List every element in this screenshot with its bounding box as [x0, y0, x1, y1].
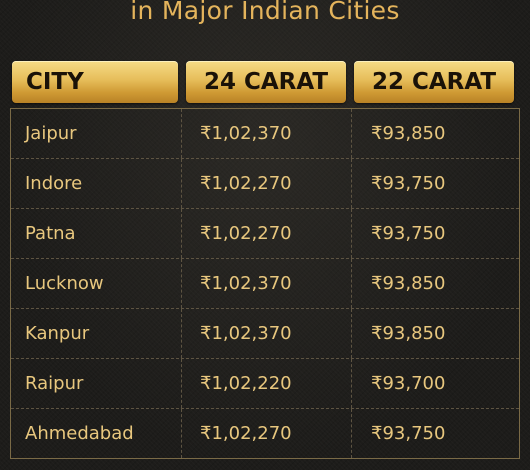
- price-24-carat-cell: ₹1,02,270: [181, 409, 351, 458]
- price-24-carat-cell: ₹1,02,370: [181, 109, 351, 158]
- city-cell: Lucknow: [25, 273, 104, 294]
- price-22-carat-cell: ₹93,850: [351, 109, 519, 158]
- price-24-carat-cell: ₹1,02,220: [181, 359, 351, 408]
- page-title: in Major Indian Cities: [130, 0, 400, 25]
- table-row: Kanpur ₹1,02,370 ₹93,850: [11, 308, 519, 358]
- table-header: CITY 24 CARAT 22 CARAT: [10, 58, 520, 108]
- city-cell: Patna: [25, 223, 76, 244]
- price-22-carat-cell: ₹93,700: [351, 359, 519, 408]
- price-22-carat-cell: ₹93,750: [351, 409, 519, 458]
- city-cell: Raipur: [25, 373, 84, 394]
- city-cell: Ahmedabad: [25, 423, 134, 444]
- price-24-carat-cell: ₹1,02,370: [181, 309, 351, 358]
- gold-rate-table: CITY 24 CARAT 22 CARAT Jaipur ₹1,02,370 …: [10, 58, 520, 459]
- header-24-carat: 24 CARAT: [186, 61, 346, 103]
- price-22-carat-cell: ₹93,750: [351, 159, 519, 208]
- header-22-carat: 22 CARAT: [354, 61, 514, 103]
- table-row: Lucknow ₹1,02,370 ₹93,850: [11, 258, 519, 308]
- header-city: CITY: [12, 61, 178, 103]
- price-22-carat-cell: ₹93,750: [351, 209, 519, 258]
- table-row: Jaipur ₹1,02,370 ₹93,850: [11, 108, 519, 158]
- table-row: Ahmedabad ₹1,02,270 ₹93,750: [11, 408, 519, 458]
- table-body: Jaipur ₹1,02,370 ₹93,850 Indore ₹1,02,27…: [10, 108, 520, 459]
- city-cell: Kanpur: [25, 323, 90, 344]
- city-cell: Jaipur: [25, 123, 77, 144]
- table-row: Indore ₹1,02,270 ₹93,750: [11, 158, 519, 208]
- table-row: Patna ₹1,02,270 ₹93,750: [11, 208, 519, 258]
- price-24-carat-cell: ₹1,02,370: [181, 259, 351, 308]
- price-24-carat-cell: ₹1,02,270: [181, 159, 351, 208]
- table-row: Raipur ₹1,02,220 ₹93,700: [11, 358, 519, 408]
- price-22-carat-cell: ₹93,850: [351, 259, 519, 308]
- price-24-carat-cell: ₹1,02,270: [181, 209, 351, 258]
- price-22-carat-cell: ₹93,850: [351, 309, 519, 358]
- city-cell: Indore: [25, 173, 83, 194]
